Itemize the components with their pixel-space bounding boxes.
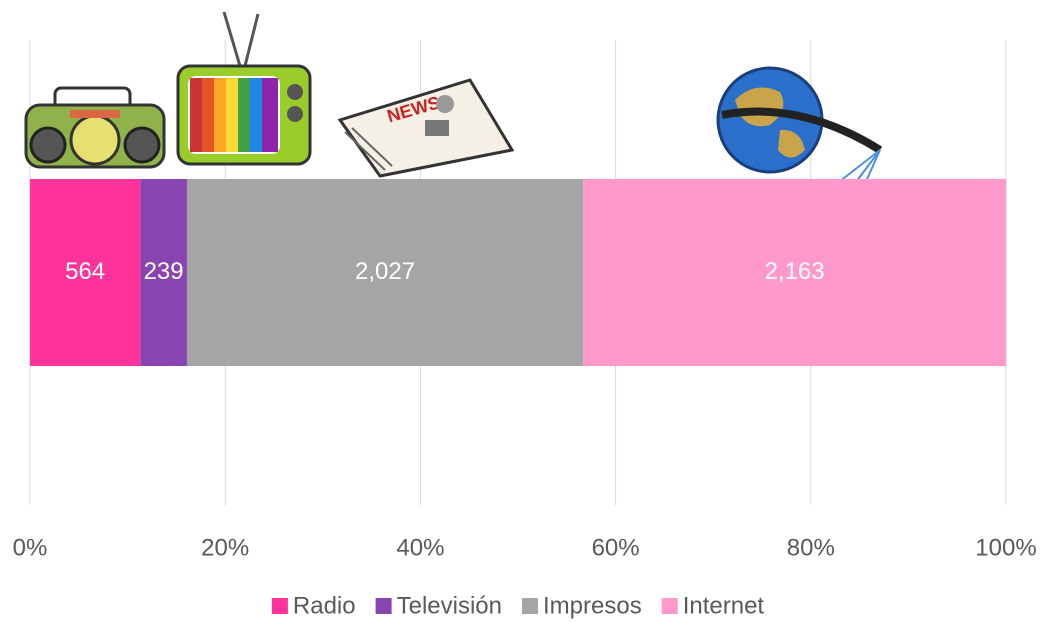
- x-tick-label: 80%: [787, 534, 835, 561]
- legend-item: Impresos: [522, 592, 642, 619]
- data-label: 564: [65, 258, 105, 285]
- x-tick-label: 100%: [975, 534, 1036, 561]
- data-label: 2,163: [765, 258, 825, 285]
- legend-item: Internet: [661, 592, 765, 619]
- newspaper-icon: NEWS: [337, 78, 515, 178]
- x-tick-label: 40%: [396, 534, 444, 561]
- legend-label: Televisión: [397, 592, 502, 619]
- x-tick-label: 0%: [13, 534, 48, 561]
- bar-segment: [140, 179, 187, 366]
- legend-swatch: [271, 598, 288, 614]
- globe-icon: [716, 66, 883, 196]
- tv-icon: [176, 11, 312, 166]
- legend-item: Televisión: [375, 592, 502, 619]
- legend-label: Radio: [293, 592, 356, 619]
- legend-item: Radio: [271, 592, 356, 619]
- data-label: 2,027: [355, 258, 415, 285]
- radio-icon: [24, 86, 166, 169]
- legend-label: Internet: [683, 592, 765, 619]
- legend-label: Impresos: [543, 592, 642, 619]
- legend-swatch: [375, 598, 392, 614]
- x-tick-label: 60%: [592, 534, 640, 561]
- bar-segment: [583, 179, 1006, 366]
- data-label: 239: [144, 258, 184, 285]
- x-tick-label: 20%: [201, 534, 249, 561]
- legend: Radio Televisión Impresos Internet: [271, 592, 765, 619]
- bar-segment: [30, 179, 141, 366]
- x-axis: 0% 20% 40% 60% 80% 100%: [13, 534, 1037, 561]
- bars: 564 239 2,027 2,163: [30, 179, 1006, 366]
- bar-segment: [186, 179, 584, 366]
- legend-swatch: [661, 598, 678, 614]
- legend-swatch: [522, 598, 539, 614]
